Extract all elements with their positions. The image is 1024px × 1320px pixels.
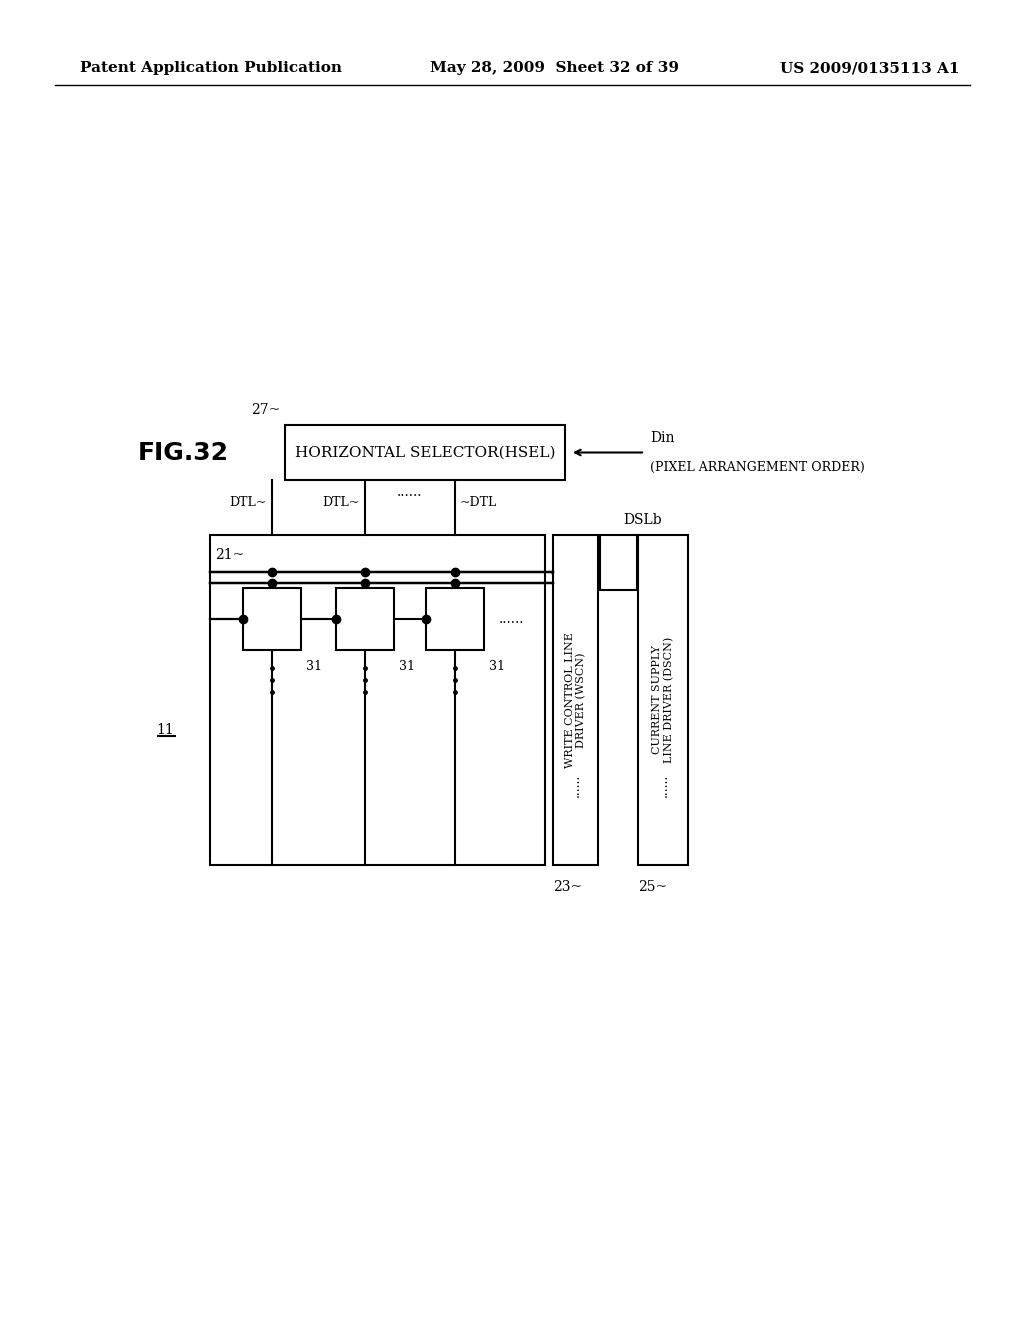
Text: 23~: 23~ <box>553 880 582 894</box>
Bar <box>426 587 484 649</box>
Text: HORIZONTAL SELECTOR(HSEL): HORIZONTAL SELECTOR(HSEL) <box>295 446 555 459</box>
Bar <box>600 535 637 590</box>
Text: 31: 31 <box>489 660 505 673</box>
Text: Patent Application Publication: Patent Application Publication <box>80 61 342 75</box>
Bar <box>210 535 545 865</box>
Text: ......: ...... <box>499 612 524 626</box>
Text: WSL: WSL <box>550 570 583 585</box>
Text: ......: ...... <box>656 774 670 797</box>
Text: 25~: 25~ <box>638 880 667 894</box>
Text: WRITE CONTROL LINE
DRIVER (WSCN): WRITE CONTROL LINE DRIVER (WSCN) <box>564 632 587 768</box>
Text: 31: 31 <box>399 660 415 673</box>
Text: 21~: 21~ <box>215 548 245 562</box>
Text: FIG.32: FIG.32 <box>138 441 229 465</box>
Text: 27~: 27~ <box>251 403 280 417</box>
Text: (PIXEL ARRANGEMENT ORDER): (PIXEL ARRANGEMENT ORDER) <box>650 461 864 474</box>
Text: May 28, 2009  Sheet 32 of 39: May 28, 2009 Sheet 32 of 39 <box>430 61 679 75</box>
Text: DTL~: DTL~ <box>229 496 267 510</box>
Text: ......: ...... <box>397 486 423 499</box>
Text: ......: ...... <box>569 774 582 797</box>
Text: ~DTL: ~DTL <box>460 496 498 510</box>
Bar <box>638 535 688 865</box>
Bar <box>336 587 394 649</box>
Text: CURRENT SUPPLY
LINE DRIVER (DSCN): CURRENT SUPPLY LINE DRIVER (DSCN) <box>652 636 674 763</box>
Text: 31: 31 <box>306 660 322 673</box>
Text: DTL~: DTL~ <box>323 496 360 510</box>
Text: Din: Din <box>650 430 675 445</box>
Text: DSLb: DSLb <box>624 513 663 527</box>
Bar <box>243 587 301 649</box>
Bar <box>285 425 565 480</box>
Text: US 2009/0135113 A1: US 2009/0135113 A1 <box>780 61 961 75</box>
Text: 11: 11 <box>156 723 174 737</box>
Bar <box>553 535 598 865</box>
